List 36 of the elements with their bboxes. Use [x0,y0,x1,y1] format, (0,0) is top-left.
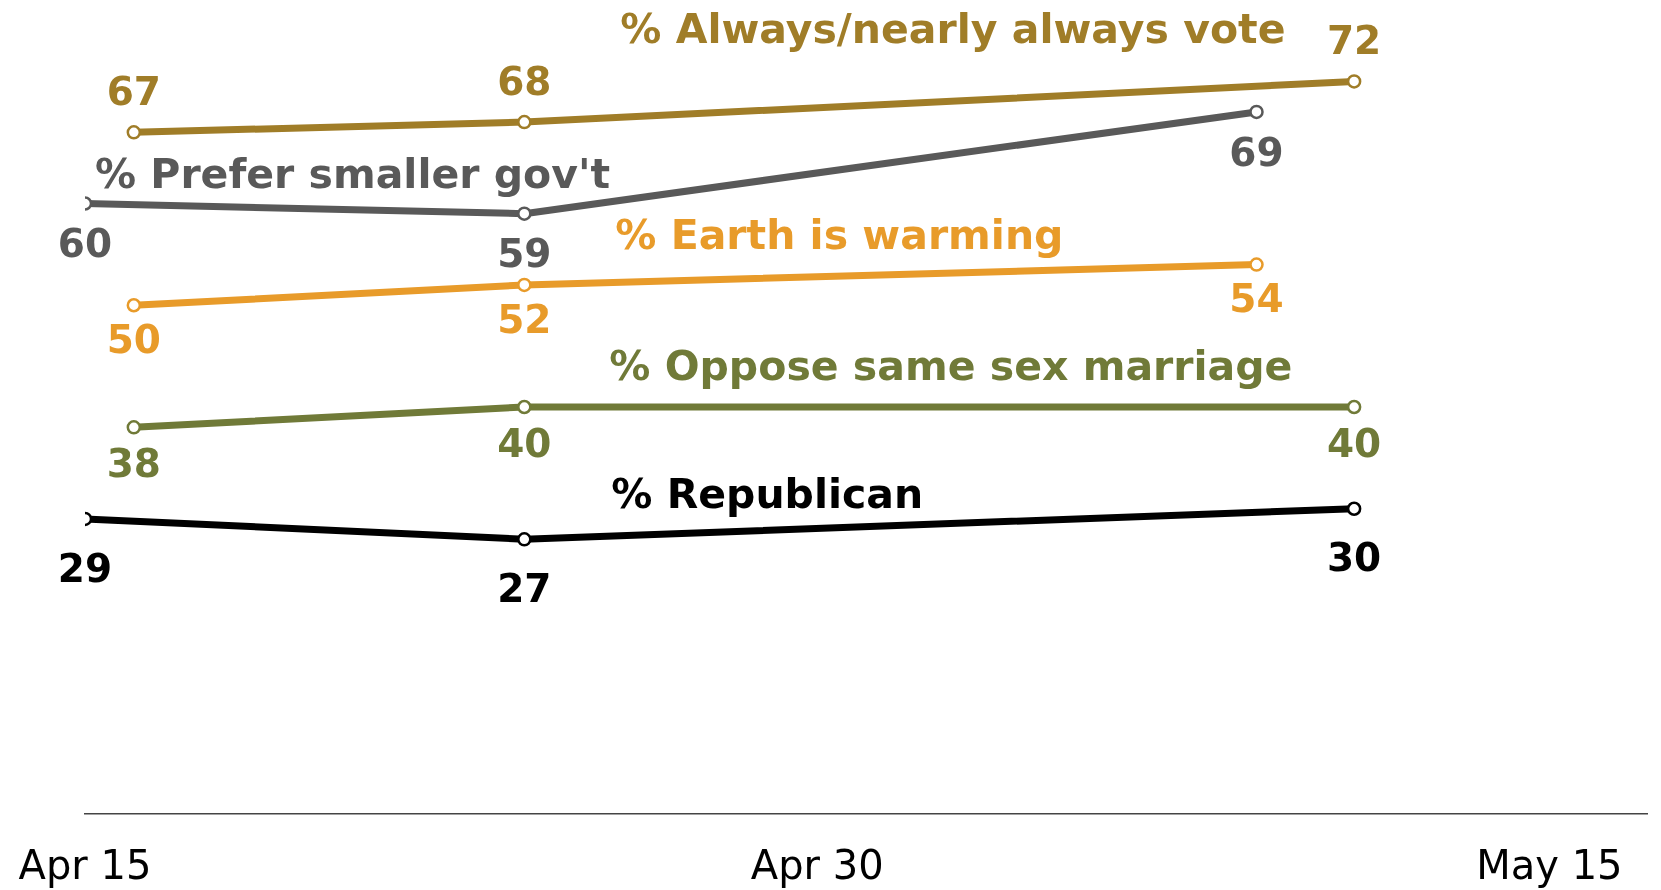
series-label: % Oppose same sex marriage [609,342,1293,390]
series-label: % Earth is warming [615,211,1064,260]
point [517,277,532,293]
data-label: 59 [497,231,552,277]
point [126,125,142,140]
series-label: % Republican [611,470,924,519]
data-label: 40 [497,420,552,466]
data-label: 50 [106,316,161,362]
data-label: 29 [57,545,113,591]
data-label: 40 [1326,420,1382,466]
point [517,114,532,130]
data-label: 60 [57,221,113,267]
series-label: % Always/nearly always vote [620,5,1286,54]
point [1346,399,1362,415]
data-label: 38 [106,440,161,486]
point [1249,104,1264,120]
point [1346,501,1362,516]
x-tick-label: Apr 30 [750,842,884,889]
data-label: 67 [106,69,161,115]
point [517,399,532,415]
point [517,206,532,221]
series-label: % Prefer smaller gov't [95,149,611,198]
point [126,298,142,313]
point [1346,74,1362,89]
point [126,420,142,435]
x-tick-label: May 15 [1476,842,1623,889]
data-label: 69 [1229,129,1284,175]
data-label: 68 [497,59,552,105]
data-label: 27 [497,565,552,611]
point [517,532,532,547]
data-label: 30 [1326,535,1382,581]
data-label: 54 [1229,276,1284,322]
x-tick-label: Apr 15 [18,842,152,889]
data-label: 52 [497,296,552,342]
point [1249,257,1264,272]
data-label: 72 [1326,18,1382,64]
